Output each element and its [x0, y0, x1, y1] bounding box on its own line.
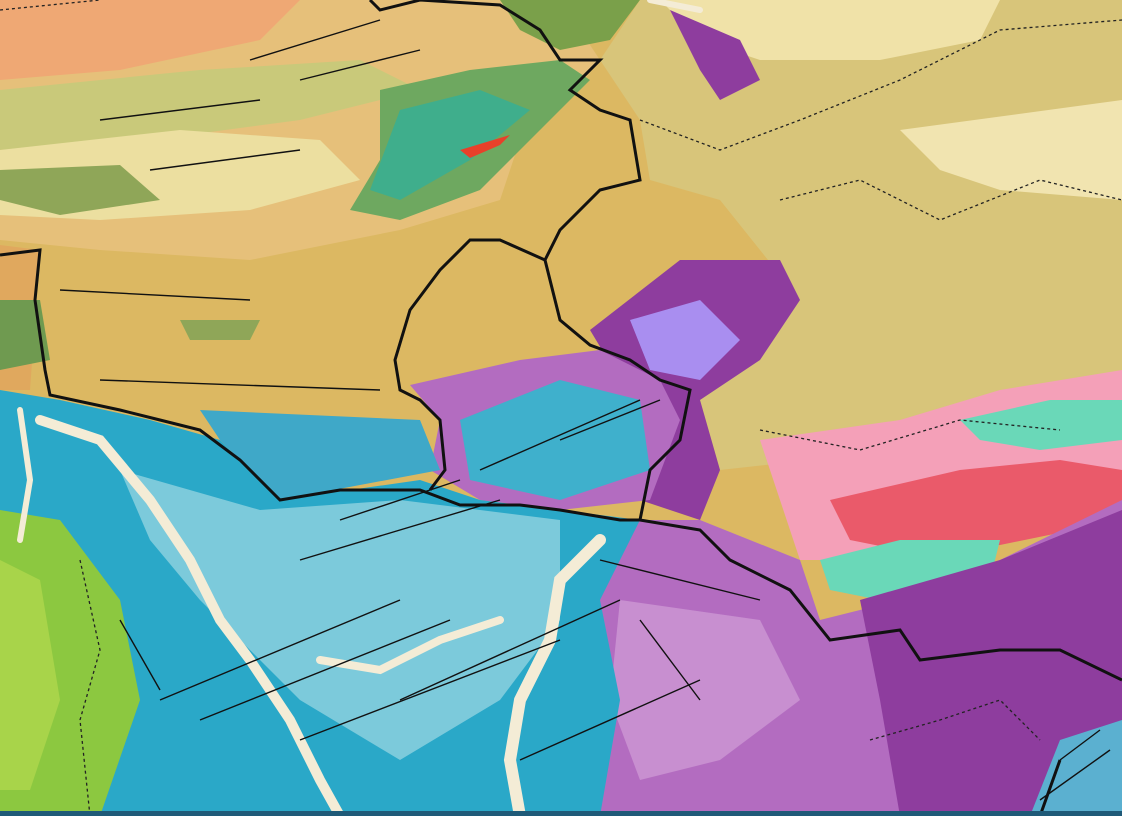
red-belt [830, 460, 1122, 550]
river-east [503, 534, 606, 816]
light-blue-plain [120, 470, 560, 760]
purple-dark-se [860, 510, 1122, 816]
mint-belt [960, 400, 1122, 450]
lilac-patch [610, 600, 800, 780]
river-far-west [17, 407, 34, 543]
bottom-bar [0, 811, 1122, 816]
pale-patch-east [900, 100, 1122, 200]
green-north [500, 0, 640, 50]
national-border [368, 0, 1122, 682]
north-pale [660, 0, 1000, 60]
river-tributary [316, 616, 504, 675]
national-border-south [0, 248, 640, 522]
green-lens [180, 320, 260, 340]
peach-zone [0, 0, 300, 80]
blue-inlier [460, 380, 650, 500]
river-north [647, 0, 703, 13]
lavender-core [630, 300, 740, 380]
purple-north [670, 10, 760, 100]
river-west [35, 415, 345, 816]
green-belt [0, 165, 160, 215]
olive-belt [0, 60, 420, 150]
fault-lines [59, 19, 1111, 801]
rivers [17, 0, 703, 816]
border-se [1038, 759, 1062, 816]
blue-corner [1030, 720, 1122, 816]
lime-lowland [0, 560, 60, 790]
ne-plateau [600, 0, 1122, 470]
teal-upland [370, 90, 530, 200]
blue-north-strip [200, 410, 440, 500]
regional-border [393, 238, 546, 491]
red-spot [460, 135, 510, 158]
